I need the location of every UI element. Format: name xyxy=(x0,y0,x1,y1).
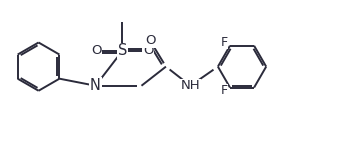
Text: S: S xyxy=(118,43,127,58)
Text: F: F xyxy=(220,84,227,97)
Text: N: N xyxy=(90,78,101,93)
Text: O: O xyxy=(145,34,156,47)
Text: NH: NH xyxy=(181,79,200,92)
Text: O: O xyxy=(91,44,102,57)
Text: F: F xyxy=(220,36,227,49)
Text: O: O xyxy=(143,44,153,57)
